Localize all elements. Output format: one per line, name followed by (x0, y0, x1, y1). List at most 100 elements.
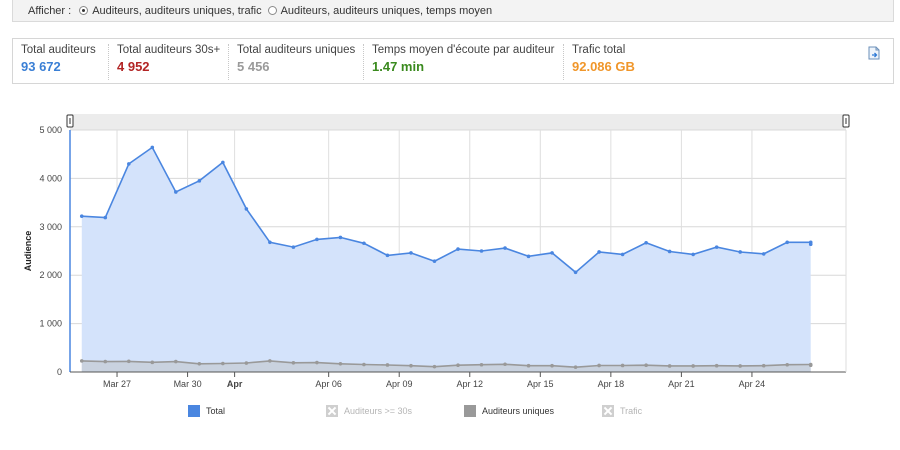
option-traffic-radio[interactable]: Auditeurs, auditeurs uniques, trafic (79, 4, 262, 17)
y-tick-label: 1 000 (39, 319, 62, 329)
legend-item-traffic[interactable]: Trafic (602, 405, 642, 417)
stat-value: 92.086 GB (572, 59, 635, 74)
data-point-unique (597, 363, 601, 368)
data-point-unique (456, 363, 460, 368)
data-point-total (315, 237, 319, 242)
data-point-total (174, 190, 178, 194)
data-point-total (550, 251, 554, 255)
stat-value: 4 952 (117, 59, 150, 74)
data-point-total (244, 207, 249, 211)
x-tick-label: Apr 06 (315, 379, 342, 389)
option-traffic-label[interactable]: Auditeurs, auditeurs uniques, trafic (92, 4, 262, 17)
data-point-unique (315, 360, 319, 365)
data-point-unique (103, 359, 108, 364)
data-point-total (573, 270, 578, 275)
radio-selected-icon[interactable] (79, 6, 89, 15)
data-point-total (644, 240, 648, 245)
option-average-time-radio[interactable]: Auditeurs, auditeurs uniques, temps moye… (267, 4, 493, 17)
data-point-total (362, 241, 366, 246)
data-point-unique (691, 364, 695, 368)
data-point-unique (761, 363, 766, 368)
data-point-total (691, 252, 695, 257)
data-point-total (808, 242, 813, 247)
y-tick-label: 4 000 (39, 173, 62, 183)
navigator-strip (70, 114, 846, 130)
data-point-unique (79, 359, 84, 363)
stat-value: 93 672 (21, 59, 61, 74)
data-point-unique (620, 363, 625, 368)
stat-title: Trafic total (572, 44, 626, 56)
chart-area (69, 130, 813, 372)
data-point-unique (268, 359, 272, 363)
data-point-total (526, 254, 531, 259)
data-point-total (79, 214, 84, 218)
data-point-unique (432, 364, 437, 369)
x-tick-label: Apr 21 (668, 379, 695, 389)
data-point-unique (714, 363, 719, 368)
series-total-area (81, 147, 811, 372)
data-point-total (503, 246, 507, 250)
data-point-total (126, 162, 131, 166)
data-point-total (761, 252, 766, 256)
data-point-total (479, 249, 484, 253)
legend-item-listeners-30s[interactable]: Auditeurs >= 30s (326, 405, 412, 417)
x-tick-label: Apr 12 (456, 379, 483, 389)
stat-total-traffic: Trafic total 92.086 GB (563, 44, 683, 80)
option-average-time-label[interactable]: Auditeurs, auditeurs uniques, temps moye… (280, 4, 493, 17)
legend-label-total: Total (206, 406, 226, 416)
data-point-total (409, 251, 413, 255)
y-tick-label: 3 000 (39, 222, 62, 232)
stat-total-listeners: Total auditeurs 93 672 (13, 44, 106, 80)
data-point-total (432, 259, 437, 263)
data-point-total (738, 250, 742, 254)
stats-summary-panel: Total auditeurs 93 672 Total auditeurs 3… (12, 38, 894, 84)
data-point-unique (244, 361, 249, 365)
y-tick-label: 5 000 (39, 125, 62, 135)
data-point-unique (291, 361, 296, 365)
data-point-total (197, 179, 202, 183)
data-point-unique (503, 362, 507, 367)
data-point-total (620, 252, 625, 257)
stat-title: Total auditeurs uniques (237, 44, 356, 56)
data-point-total (597, 250, 601, 254)
data-point-total (221, 160, 225, 165)
data-point-unique (550, 363, 554, 368)
data-point-unique (785, 362, 790, 367)
data-point-unique (409, 363, 413, 368)
legend-item-unique-listeners[interactable]: Auditeurs uniques (464, 405, 554, 417)
radio-unselected-icon[interactable] (267, 6, 277, 15)
data-point-unique (197, 361, 202, 366)
data-point-unique (150, 360, 155, 365)
display-filter-label: Afficher : (28, 4, 72, 17)
data-point-total (150, 145, 155, 150)
legend-disabled-x-icon (602, 405, 614, 417)
data-point-unique (644, 363, 648, 368)
legend-disabled-x-icon (326, 405, 338, 417)
data-point-total (291, 245, 296, 249)
export-document-icon[interactable] (868, 46, 881, 60)
chart-labels: 0 1 000 2 000 3 000 4 000 5 000 Mar 27 Mar 30 Ap… (23, 125, 765, 389)
stat-title: Total auditeurs 30s+ (117, 44, 221, 56)
data-point-unique (221, 361, 225, 366)
data-point-total (268, 240, 272, 245)
x-tick-label: Mar 30 (174, 379, 202, 389)
legend-label-traffic: Trafic (620, 406, 643, 416)
legend-label-unique-listeners: Auditeurs uniques (482, 406, 555, 416)
stat-value: 5 456 (237, 59, 270, 74)
data-point-total (338, 235, 343, 240)
display-filter-bar: Afficher : Auditeurs, auditeurs uniques,… (12, 0, 894, 22)
y-axis-label: Audience (23, 231, 33, 272)
legend-swatch-unique (464, 405, 476, 417)
legend-item-total[interactable]: Total (188, 405, 225, 417)
y-tick-label: 2 000 (39, 270, 62, 280)
x-tick-label: Apr 24 (739, 379, 766, 389)
stat-title: Temps moyen d'écoute par auditeur (372, 44, 555, 56)
data-point-total (385, 253, 390, 258)
data-point-unique (573, 365, 578, 369)
x-tick-label: Apr (227, 379, 243, 389)
data-point-unique (738, 364, 742, 368)
data-point-unique (362, 362, 366, 367)
data-point-unique (126, 359, 131, 364)
data-point-total (785, 240, 790, 245)
data-point-unique (385, 363, 390, 367)
